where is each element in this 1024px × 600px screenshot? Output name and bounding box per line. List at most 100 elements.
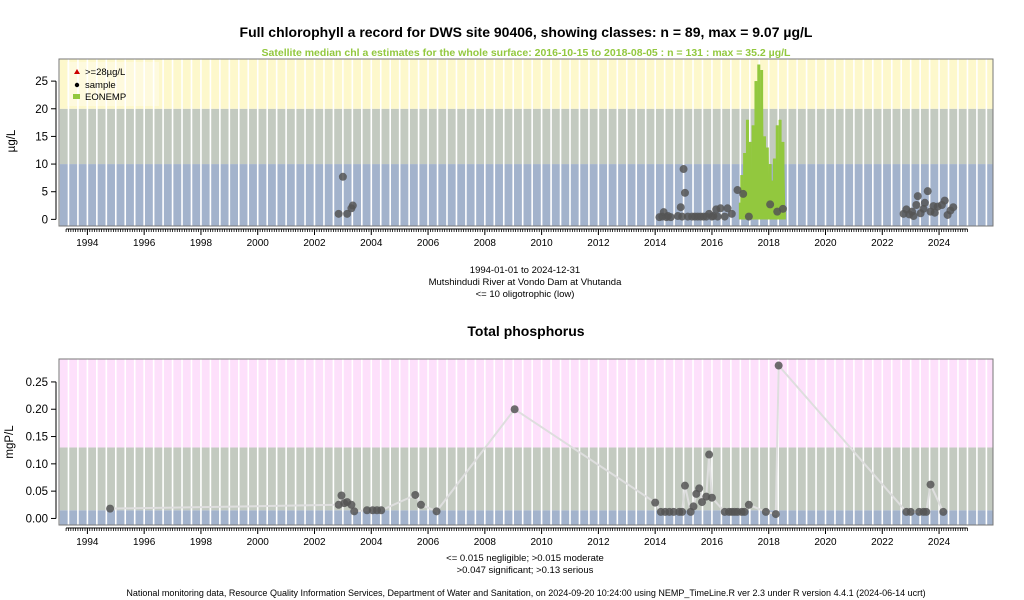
x-tick-label: 2008: [474, 537, 497, 548]
y-tick-label: 0.25: [26, 377, 48, 389]
y-tick-label: 5: [42, 187, 48, 199]
x-tick-label: 2004: [360, 238, 383, 249]
y-tick-label: 0: [42, 214, 48, 226]
x-tick-label: 2012: [587, 537, 610, 548]
sample-point: [744, 212, 753, 221]
sample-point: [766, 200, 775, 209]
y-tick-label: 0.00: [26, 513, 48, 525]
legend-label-sample: sample: [85, 80, 116, 91]
sample-point: [778, 204, 787, 213]
sample-point: [666, 213, 675, 222]
legend-triangle-icon: [74, 69, 80, 74]
sample-point: [733, 186, 742, 195]
legend-label-eonemp: EONEMP: [85, 92, 126, 103]
tp-plot-area: 0.00 0.05 0.10 0.15 0.20 0.25 1994 1996 1998 2000…: [26, 358, 994, 548]
sample-point: [912, 200, 921, 209]
x-tick-label: 1994: [76, 238, 99, 249]
sample-point: [432, 507, 441, 516]
x-tick-label: 2022: [871, 238, 894, 249]
sample-point: [689, 502, 698, 511]
x-tick-label: 2016: [701, 238, 724, 249]
sample-point: [926, 480, 935, 489]
sample-point: [337, 491, 346, 500]
chl-chart-subtitle: Satellite median chl a estimates for the…: [262, 47, 792, 59]
sample-point: [919, 204, 928, 213]
sample-point: [348, 201, 357, 210]
x-tick-label: 2008: [474, 238, 497, 249]
sample-point: [940, 196, 949, 205]
x-tick-label: 1998: [190, 238, 213, 249]
sample-point: [740, 507, 749, 516]
x-tick-label: 2014: [644, 238, 667, 249]
sample-point: [510, 405, 519, 414]
chl-caption-range: 1994-01-01 to 2024-12-31: [470, 265, 580, 276]
x-tick-label: 1996: [133, 238, 156, 249]
sample-point: [922, 507, 931, 516]
class-band: [59, 59, 993, 109]
sample-point: [338, 172, 347, 181]
chl-y-axis-label: µg/L: [6, 129, 18, 152]
x-tick-label: 2004: [360, 537, 383, 548]
sample-point: [676, 203, 685, 212]
class-band: [59, 510, 993, 525]
chl-legend: >=28µg/L sample EONEMP: [67, 62, 159, 106]
x-tick-label: 2024: [928, 537, 951, 548]
sample-point: [350, 507, 359, 516]
sample-point: [679, 165, 688, 174]
x-tick-label: 2018: [758, 537, 781, 548]
y-tick-label: 20: [35, 104, 48, 116]
x-tick-label: 2000: [247, 238, 270, 249]
sample-point: [695, 484, 704, 493]
x-tick-label: 2012: [587, 238, 610, 249]
sample-point: [678, 507, 687, 516]
sample-point: [713, 212, 722, 221]
x-tick-label: 1996: [133, 537, 156, 548]
plot-frame: [58, 58, 994, 227]
y-tick-label: 10: [35, 159, 48, 171]
sample-point: [771, 510, 780, 519]
legend-square-icon: [73, 94, 80, 99]
x-tick-label: 2010: [530, 537, 553, 548]
sample-point: [923, 187, 932, 196]
chl-caption-site: Mutshindudi River at Vondo Dam at Vhutan…: [429, 277, 622, 288]
sample-point: [416, 500, 425, 509]
sample-point: [739, 189, 748, 198]
sample-point: [723, 204, 732, 213]
x-tick-label: 2020: [814, 537, 837, 548]
sample-point: [707, 493, 716, 502]
sample-point: [909, 212, 918, 221]
tp-caption-line1: <= 0.015 negligible; >0.015 moderate: [446, 553, 604, 564]
sample-point: [680, 188, 689, 197]
sample-point: [774, 361, 783, 370]
sample-point: [939, 507, 948, 516]
sample-point: [347, 500, 356, 509]
sample-point: [334, 209, 343, 218]
class-band: [59, 164, 993, 226]
sample-point: [930, 208, 939, 217]
class-band: [59, 447, 993, 511]
sample-point: [705, 450, 714, 459]
sample-point: [669, 507, 678, 516]
y-tick-label: 0.05: [26, 486, 48, 498]
sample-point: [744, 500, 753, 509]
y-tick-label: 0.20: [26, 404, 48, 416]
sample-point: [106, 504, 115, 513]
x-tick-label: 1998: [190, 537, 213, 548]
sample-point: [761, 507, 770, 516]
sample-point: [343, 209, 352, 218]
class-band: [59, 359, 993, 448]
tp-chart-title: Total phosphorus: [467, 323, 584, 339]
x-tick-label: 1994: [76, 537, 99, 548]
tp-caption-line2: >0.047 significant; >0.13 serious: [457, 565, 594, 576]
sample-point: [698, 498, 707, 507]
sample-point: [913, 192, 922, 201]
legend-label-threshold: >=28µg/L: [85, 67, 125, 78]
sample-point: [680, 481, 689, 490]
sample-point: [906, 507, 915, 516]
sample-point: [920, 198, 929, 207]
sample-point: [363, 506, 372, 515]
x-tick-label: 2002: [303, 537, 326, 548]
y-tick-label: 0.15: [26, 432, 48, 444]
chl-chart-title: Full chlorophyll a record for DWS site 9…: [240, 24, 813, 40]
sample-point: [720, 212, 729, 221]
